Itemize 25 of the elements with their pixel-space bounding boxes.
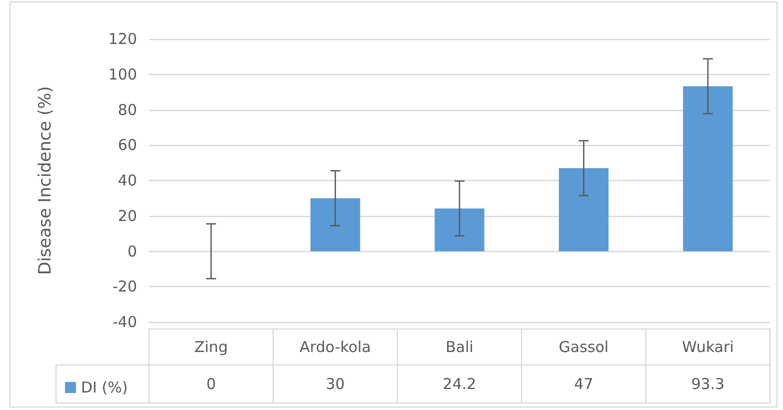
y-tick-label: -20 [112, 278, 137, 296]
data-label: 47 [574, 375, 594, 393]
bar [558, 168, 609, 252]
bar [310, 198, 360, 252]
y-axis-title: Disease Incidence (%) [36, 86, 56, 275]
x-tick-label: Bali [446, 338, 474, 356]
x-tick-label: Ardo-kola [300, 338, 371, 356]
y-tick-label: 80 [118, 100, 137, 119]
x-tick-label: Wukari [682, 338, 734, 356]
y-tick-label: 120 [108, 30, 137, 48]
x-tick-label: Zing [194, 338, 228, 356]
data-label: 93.3 [691, 375, 725, 393]
legend-label: DI (%) [81, 378, 128, 396]
y-tick-label: 100 [108, 65, 137, 84]
bar [683, 86, 733, 252]
y-tick-label: 0 [127, 242, 137, 260]
bar [434, 208, 484, 252]
data-label: 30 [326, 375, 345, 393]
data-label: 24.2 [442, 375, 476, 393]
y-tick-label: 60 [118, 136, 137, 154]
data-label: 0 [206, 375, 216, 393]
x-tick-label: Gassol [558, 338, 609, 356]
y-tick-label: -40 [112, 313, 137, 331]
y-tick-label: 20 [118, 206, 137, 225]
y-tick-label: 40 [118, 172, 137, 190]
